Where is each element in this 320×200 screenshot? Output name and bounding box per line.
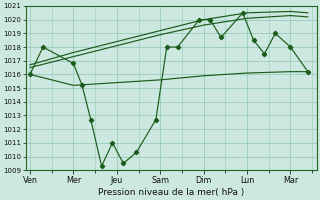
- X-axis label: Pression niveau de la mer( hPa ): Pression niveau de la mer( hPa ): [98, 188, 244, 197]
